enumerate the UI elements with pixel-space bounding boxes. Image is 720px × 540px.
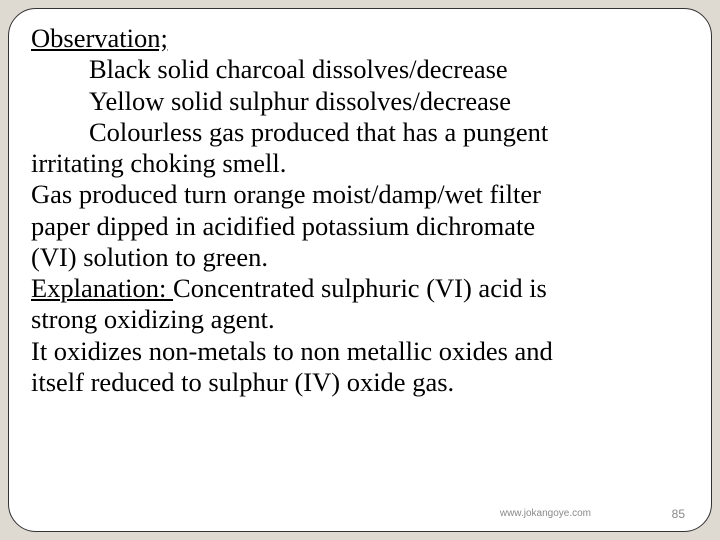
exp-line-6b: itself reduced to sulphur (IV) oxide gas… bbox=[31, 367, 454, 397]
explanation-heading: Explanation: bbox=[31, 273, 173, 303]
slide-panel: Observation; Black solid charcoal dissol… bbox=[8, 8, 712, 532]
exp-line-5a: Concentrated sulphuric (VI) acid is bbox=[173, 273, 547, 303]
obs-line-3b: irritating choking smell. bbox=[31, 148, 286, 178]
slide-body: Observation; Black solid charcoal dissol… bbox=[31, 23, 689, 398]
obs-line-4b: paper dipped in acidified potassium dich… bbox=[31, 211, 535, 241]
exp-line-6a: It oxidizes non-metals to non metallic o… bbox=[31, 336, 553, 366]
obs-line-4c: (VI) solution to green. bbox=[31, 242, 268, 272]
obs-line-3a: Colourless gas produced that has a punge… bbox=[89, 117, 548, 147]
obs-line-1: Black solid charcoal dissolves/decrease bbox=[89, 54, 508, 84]
exp-line-5b: strong oxidizing agent. bbox=[31, 304, 275, 334]
footer-url: www.jokangoye.com bbox=[500, 508, 591, 519]
observation-heading: Observation; bbox=[31, 23, 168, 53]
obs-line-2: Yellow solid sulphur dissolves/decrease bbox=[89, 86, 511, 116]
page-number: 85 bbox=[672, 507, 685, 521]
obs-line-4a: Gas produced turn orange moist/damp/wet … bbox=[31, 179, 541, 209]
